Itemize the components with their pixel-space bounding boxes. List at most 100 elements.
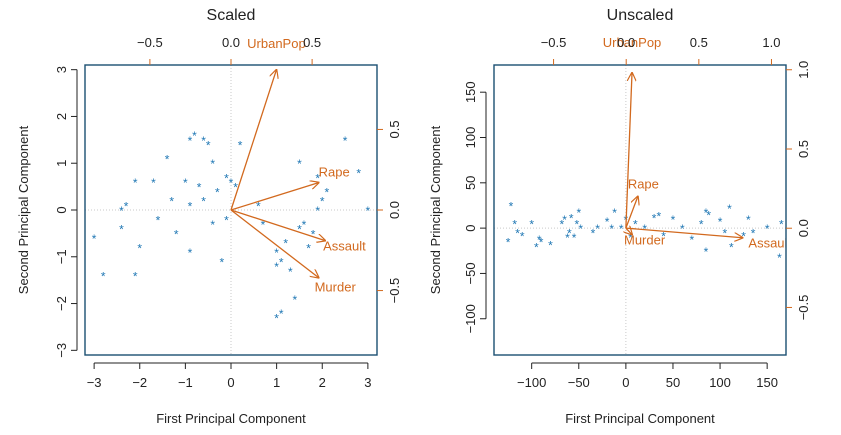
y-axis-title: Second Principal Component [428, 125, 443, 294]
x-tick-label: 150 [756, 375, 778, 390]
y-tick-label: 1 [54, 160, 69, 167]
score-point: * [274, 246, 279, 260]
score-point: * [562, 213, 567, 227]
score-point: * [765, 222, 770, 236]
x-tick-label: 100 [709, 375, 731, 390]
score-point: * [293, 293, 298, 307]
score-point: * [751, 227, 756, 241]
x-tick-label: −100 [517, 375, 546, 390]
score-point: * [169, 195, 174, 209]
y-tick-label: −100 [463, 304, 478, 333]
score-point: * [652, 211, 657, 225]
loading-label-assault: Assault [323, 239, 366, 254]
score-point: * [320, 195, 325, 209]
score-point: * [509, 199, 514, 213]
scaled-biplot: Scaled*** ************** **** ******** *****… [16, 7, 402, 426]
right-tick-label: 0.0 [796, 219, 811, 237]
y-tick-label: 50 [463, 176, 478, 190]
score-point: * [609, 222, 614, 236]
score-point: * [595, 222, 600, 236]
loading-label-assault: Assault [748, 236, 791, 251]
score-point: * [101, 269, 106, 283]
y-axis-title: Second Principal Component [16, 125, 31, 294]
score-point: * [206, 139, 211, 153]
score-point: * [343, 134, 348, 148]
score-point: * [210, 218, 215, 232]
x-tick-label: −2 [132, 375, 147, 390]
score-point: * [302, 218, 307, 232]
score-point: * [529, 218, 534, 232]
score-point: * [706, 209, 711, 223]
plot-frame [493, 64, 787, 356]
loading-arrow-murder [230, 209, 319, 278]
score-point: * [779, 218, 784, 232]
score-point: * [188, 246, 193, 260]
y-tick-label: 150 [463, 81, 478, 103]
score-point: * [661, 229, 666, 243]
loading-arrow-murder [626, 228, 632, 234]
score-point: * [699, 218, 704, 232]
chart-title: Unscaled [607, 7, 674, 24]
top-tick-label: 1.0 [762, 35, 780, 50]
x-tick-label: 50 [666, 375, 680, 390]
loading-label-urbanpop: UrbanPop [247, 36, 306, 51]
loading-arrow-rape [625, 197, 638, 229]
score-point: * [192, 129, 197, 143]
score-point: * [238, 139, 243, 153]
top-tick-label: 0.5 [690, 35, 708, 50]
score-point: * [671, 213, 676, 227]
right-tick-label: −0.5 [796, 295, 811, 321]
x-tick-label: −1 [178, 375, 193, 390]
score-point: * [366, 204, 371, 218]
score-point: * [746, 213, 751, 227]
x-tick-label: −3 [87, 375, 102, 390]
score-point: * [261, 218, 266, 232]
score-point: * [578, 222, 583, 236]
score-point: * [183, 176, 188, 190]
score-point: * [548, 238, 553, 252]
score-point: * [92, 232, 97, 246]
score-point: * [689, 233, 694, 247]
score-point: * [356, 167, 361, 181]
score-point: * [279, 255, 284, 269]
score-point: * [741, 229, 746, 243]
x-tick-label: 3 [364, 375, 371, 390]
score-point: * [156, 213, 161, 227]
loading-arrow-rape [230, 183, 319, 211]
top-tick-label: −0.5 [541, 35, 567, 50]
x-tick-label: 0 [622, 375, 629, 390]
loading-arrow-urbanpop [230, 70, 276, 211]
score-point: * [539, 236, 544, 250]
score-point: * [512, 218, 517, 232]
score-point: * [174, 227, 179, 241]
score-point: * [565, 231, 570, 245]
y-tick-label: −50 [463, 262, 478, 284]
score-point: * [704, 245, 709, 259]
score-point: * [575, 218, 580, 232]
loading-label-rape: Rape [319, 165, 350, 180]
top-tick-label: 0.5 [303, 35, 321, 50]
x-axis-title: First Principal Component [565, 411, 715, 426]
score-point: * [605, 215, 610, 229]
score-point: * [233, 181, 238, 195]
score-point: * [306, 241, 311, 255]
score-point: * [572, 231, 577, 245]
score-point: * [729, 240, 734, 254]
score-point: * [680, 222, 685, 236]
score-point: * [137, 241, 142, 255]
score-point: * [727, 202, 732, 216]
score-point: * [520, 229, 525, 243]
y-tick-label: 2 [54, 113, 69, 120]
score-point: * [777, 251, 782, 265]
score-point: * [718, 215, 723, 229]
score-point: * [124, 199, 129, 213]
score-point: * [188, 134, 193, 148]
score-point: * [633, 218, 638, 232]
score-point: * [569, 211, 574, 225]
loading-arrow-assault [230, 209, 325, 241]
score-point: * [215, 185, 220, 199]
score-point: * [210, 157, 215, 171]
top-tick-label: 0.0 [222, 35, 240, 50]
score-point: * [274, 312, 279, 326]
score-point: * [201, 134, 206, 148]
